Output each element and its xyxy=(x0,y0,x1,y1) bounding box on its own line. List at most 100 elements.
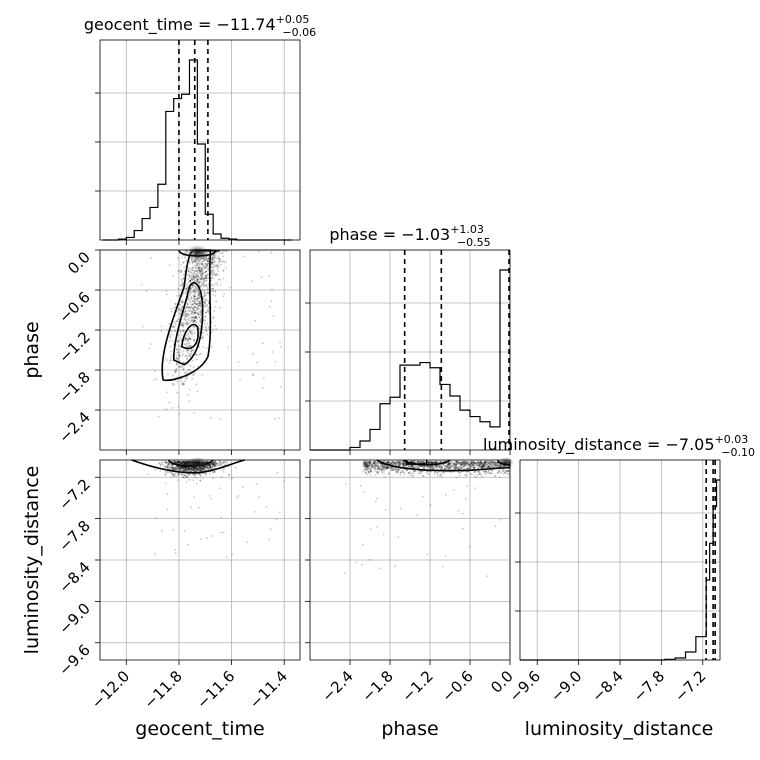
sample-point xyxy=(190,467,193,470)
sample-point xyxy=(183,462,186,464)
sample-point xyxy=(185,463,188,466)
sample-point xyxy=(201,273,204,276)
sample-point xyxy=(198,473,200,475)
sample-point xyxy=(196,287,199,290)
sample-point xyxy=(192,325,195,328)
sample-point xyxy=(177,460,180,463)
sample-point xyxy=(188,270,191,273)
sample-point xyxy=(440,474,443,477)
sample-point xyxy=(208,464,211,466)
sample-point xyxy=(181,466,184,469)
sample-point xyxy=(383,472,385,475)
sample-point xyxy=(197,281,200,283)
sample-point xyxy=(201,275,204,278)
sample-point xyxy=(205,277,207,280)
sample-point xyxy=(212,290,214,293)
sample-point xyxy=(194,291,196,294)
sample-point xyxy=(186,345,189,348)
sample-point xyxy=(199,325,202,328)
sample-point xyxy=(181,382,184,385)
sample-point xyxy=(369,464,371,467)
sample-point xyxy=(198,281,201,284)
sample-point xyxy=(444,555,447,557)
sample-point xyxy=(174,461,177,464)
sample-point xyxy=(188,279,191,282)
sample-point xyxy=(188,306,190,309)
sample-point xyxy=(165,290,168,292)
sample-point xyxy=(170,310,173,313)
sample-point xyxy=(199,314,202,316)
sample-point xyxy=(209,466,212,469)
sample-point xyxy=(180,467,183,470)
sample-point xyxy=(428,473,431,475)
sample-point xyxy=(410,460,413,463)
sample-point xyxy=(189,364,192,367)
sample-point xyxy=(193,298,196,300)
sample-point xyxy=(462,527,464,530)
sample-point xyxy=(193,476,196,478)
sample-point xyxy=(477,467,480,470)
sample-point xyxy=(180,340,183,342)
sample-point xyxy=(191,333,194,336)
sample-point xyxy=(222,295,225,298)
sample-point xyxy=(200,305,203,308)
sample-point xyxy=(401,469,404,472)
sample-point xyxy=(211,462,214,465)
sample-point xyxy=(190,296,193,298)
sample-point xyxy=(191,374,194,376)
sample-point xyxy=(154,517,157,519)
sample-point xyxy=(193,311,196,313)
sample-point xyxy=(438,474,441,477)
sample-point xyxy=(192,316,195,319)
sample-point xyxy=(251,280,254,283)
sample-point xyxy=(196,274,198,276)
sample-point xyxy=(191,316,194,319)
tick-label-y-phase: 0.0 xyxy=(64,248,94,278)
sample-point xyxy=(186,332,189,335)
sample-point xyxy=(190,317,193,319)
sample-point xyxy=(215,463,218,466)
sample-point xyxy=(207,302,210,304)
sample-point xyxy=(164,470,167,473)
sample-point xyxy=(162,463,165,466)
sample-point xyxy=(176,465,179,468)
sample-point xyxy=(462,465,465,468)
sample-point xyxy=(262,377,265,379)
sample-point xyxy=(194,276,197,279)
sample-point xyxy=(212,288,215,290)
sample-point xyxy=(180,278,183,281)
sample-point xyxy=(195,267,198,270)
sample-point xyxy=(198,346,201,348)
sample-point xyxy=(458,465,461,468)
sample-point xyxy=(212,316,215,319)
sample-point xyxy=(181,354,184,357)
sample-point xyxy=(217,255,220,258)
sample-point xyxy=(172,528,174,531)
sample-point xyxy=(181,324,184,327)
sample-point xyxy=(256,361,258,364)
sample-point xyxy=(206,537,209,539)
sample-point xyxy=(192,267,194,269)
sample-point xyxy=(199,468,202,471)
sample-point xyxy=(179,468,182,470)
sample-point xyxy=(191,377,194,380)
sample-point xyxy=(194,302,196,305)
sample-point xyxy=(190,277,193,280)
sample-point xyxy=(196,353,198,356)
sample-point xyxy=(186,469,189,471)
sample-point xyxy=(213,463,216,466)
sample-point xyxy=(204,305,207,308)
sample-point xyxy=(184,468,187,470)
sample-point xyxy=(183,318,186,321)
sample-point xyxy=(195,477,198,480)
sample-point xyxy=(161,530,163,533)
tick-label-y-luminosity_distance: −9.0 xyxy=(55,599,93,637)
sample-point xyxy=(195,306,197,309)
sample-point xyxy=(203,267,206,270)
sample-point xyxy=(204,466,207,469)
sample-point xyxy=(499,519,502,521)
sample-point xyxy=(189,280,192,283)
sample-point xyxy=(193,308,195,311)
sample-point xyxy=(487,470,490,472)
sample-point xyxy=(213,310,216,312)
